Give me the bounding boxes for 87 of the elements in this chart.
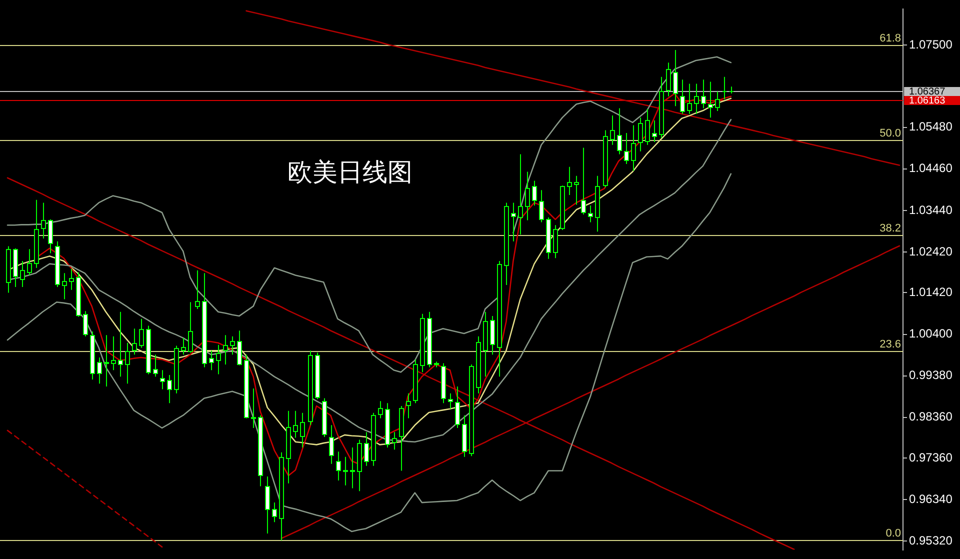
line-series <box>6 430 163 548</box>
candlestick <box>624 132 629 165</box>
candlestick <box>448 392 453 410</box>
candlestick <box>336 451 341 482</box>
candlestick <box>160 370 165 390</box>
candlestick <box>181 337 186 356</box>
candlestick <box>673 49 678 107</box>
candlestick <box>329 424 334 464</box>
candlestick <box>132 328 137 356</box>
candlestick <box>300 412 305 448</box>
candlestick <box>125 342 130 384</box>
candlestick <box>518 154 523 235</box>
candlestick <box>631 124 636 172</box>
candlestick <box>230 336 235 356</box>
candlestick <box>553 224 558 259</box>
candlestick <box>293 410 298 438</box>
annotation: 50.0 <box>880 128 901 140</box>
candlestick <box>272 502 277 523</box>
candlestick <box>41 202 46 240</box>
candlestick <box>216 344 221 375</box>
candlestick <box>588 205 593 223</box>
y-tick-label: 0.97360 <box>909 450 953 464</box>
candlestick <box>715 90 720 112</box>
candlestick <box>406 392 411 419</box>
candlestick <box>694 83 699 114</box>
candlestick <box>167 374 172 404</box>
candlestick <box>118 311 123 378</box>
candlestick <box>343 456 348 486</box>
candlestick <box>581 147 586 216</box>
y-tick-label: 0.95320 <box>909 534 953 548</box>
candlestick <box>532 180 537 206</box>
candlestick <box>209 350 214 371</box>
candlestick <box>364 432 369 466</box>
candlestick <box>223 334 228 365</box>
y-tick-label: 1.00400 <box>909 326 953 341</box>
candlestick <box>392 432 397 450</box>
y-tick-label: 1.03440 <box>909 202 953 217</box>
candlestick <box>652 120 657 143</box>
candlestick <box>567 166 572 196</box>
candlestick <box>139 318 144 348</box>
candlestick <box>617 108 622 155</box>
candlestick <box>638 117 643 152</box>
y-tick-label: 1.05480 <box>909 120 953 134</box>
candlestick <box>195 270 200 310</box>
candlestick <box>48 218 53 254</box>
y-tick-label: 1.04460 <box>909 161 953 176</box>
y-tick-label: 0.99380 <box>909 368 953 382</box>
y-tick-label: 0.96340 <box>909 492 953 506</box>
candlestick <box>687 83 692 114</box>
y-tick-label: 0.98360 <box>909 410 953 424</box>
annotation: 38.2 <box>880 222 901 235</box>
candlestick <box>69 268 74 290</box>
ref-line-label: 1.06367 <box>909 86 946 98</box>
candlestick <box>708 81 713 118</box>
candlestick <box>511 202 516 242</box>
text: 欧美日线图 <box>288 158 412 186</box>
candlestick <box>455 386 460 428</box>
candlestick <box>251 388 256 428</box>
candlestick <box>62 272 67 300</box>
candlestick <box>188 302 193 354</box>
candlestick <box>666 62 671 97</box>
candlestick <box>680 79 685 114</box>
y-tick-label: 1.02420 <box>909 244 953 258</box>
candlestick <box>574 175 579 206</box>
candlestick <box>237 330 242 366</box>
y-tick-label: 1.07500 <box>909 37 953 52</box>
candlestick <box>350 447 355 489</box>
candlestick <box>83 310 88 337</box>
candlestick <box>610 115 615 146</box>
candlestick <box>539 190 544 223</box>
ref-line-label: 1.06163 <box>909 95 946 106</box>
annotation: 61.8 <box>880 32 901 45</box>
candlestick <box>104 334 109 387</box>
candlestick <box>525 171 530 221</box>
annotation: 23.6 <box>880 338 901 351</box>
candlestick <box>265 476 270 534</box>
candlestick <box>97 357 102 384</box>
annotation: 0.0 <box>886 528 901 540</box>
candlestick <box>645 108 650 146</box>
candlestick <box>378 400 383 419</box>
candlestick <box>701 79 706 109</box>
candlestick <box>153 354 158 378</box>
candlestick <box>27 248 32 276</box>
candlestick <box>20 260 25 288</box>
candlestick <box>111 336 116 371</box>
y-tick-label: 1.01420 <box>909 285 953 300</box>
candlestick <box>490 315 495 356</box>
